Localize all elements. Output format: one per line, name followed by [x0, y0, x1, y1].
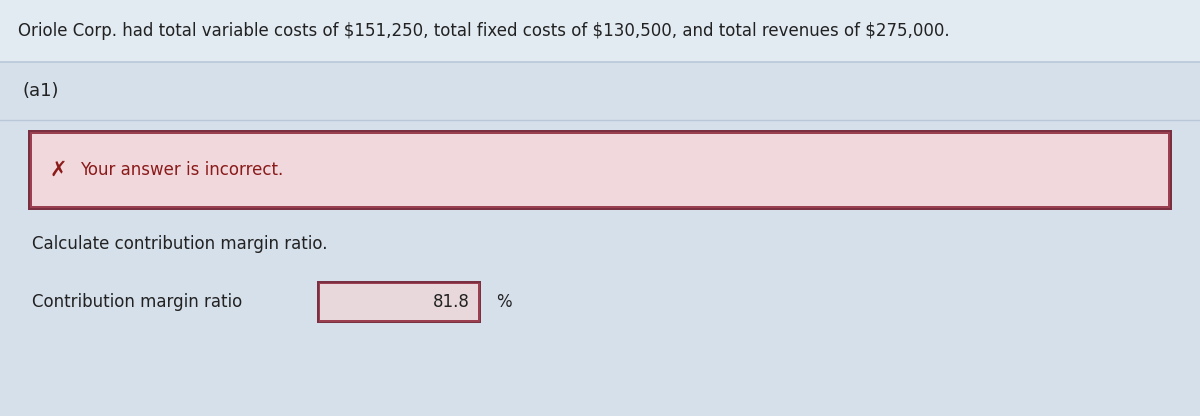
- Text: %: %: [496, 293, 511, 311]
- Text: Your answer is incorrect.: Your answer is incorrect.: [80, 161, 283, 179]
- Text: 81.8: 81.8: [433, 293, 470, 311]
- Bar: [30, 132, 1170, 208]
- Text: Oriole Corp. had total variable costs of $151,250, total fixed costs of $130,500: Oriole Corp. had total variable costs of…: [18, 22, 949, 40]
- Text: (a1): (a1): [22, 82, 59, 100]
- Bar: [317, 281, 481, 323]
- Bar: [0, 0, 1200, 62]
- Text: Contribution margin ratio: Contribution margin ratio: [32, 293, 242, 311]
- Bar: [32, 134, 1168, 206]
- Bar: [320, 284, 478, 320]
- Bar: [318, 282, 480, 322]
- Bar: [0, 62, 1200, 120]
- Bar: [28, 130, 1172, 210]
- Text: ✗: ✗: [49, 160, 67, 180]
- Text: Calculate contribution margin ratio.: Calculate contribution margin ratio.: [32, 235, 328, 253]
